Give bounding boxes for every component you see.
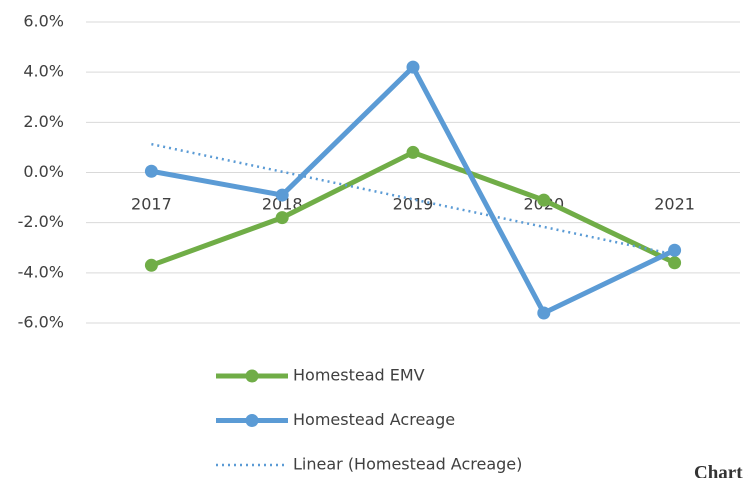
x-tick-label: 2018: [262, 195, 303, 214]
y-tick-label: -2.0%: [18, 212, 64, 231]
series-line: [150, 64, 676, 316]
point: [668, 243, 682, 257]
y-tick-label: 2.0%: [23, 112, 64, 131]
legend-label: Homestead EMV: [293, 366, 425, 385]
legend-marker: [245, 369, 259, 383]
legend-label: Homestead Acreage: [293, 410, 455, 429]
legend-label: Linear (Homestead Acreage): [293, 455, 522, 474]
legend-marker: [245, 414, 259, 427]
y-tick-label: -6.0%: [18, 313, 64, 332]
point: [406, 145, 420, 159]
point: [275, 188, 289, 202]
x-tick-label: 2017: [131, 195, 172, 214]
point: [668, 256, 682, 270]
point: [406, 60, 420, 74]
y-tick-label: -4.0%: [18, 262, 64, 281]
x-tick-label: 2021: [654, 195, 695, 214]
y-tick-label: 0.0%: [23, 162, 64, 181]
point: [537, 306, 551, 320]
x-tick-label: 2019: [393, 195, 434, 214]
point: [144, 258, 158, 272]
y-tick-label: 4.0%: [23, 62, 64, 81]
annotation: Chart 3: [694, 462, 748, 478]
point: [275, 211, 289, 225]
point: [144, 164, 158, 178]
y-tick-label: 6.0%: [23, 12, 64, 31]
trendline: [151, 142, 675, 256]
point: [537, 193, 551, 207]
